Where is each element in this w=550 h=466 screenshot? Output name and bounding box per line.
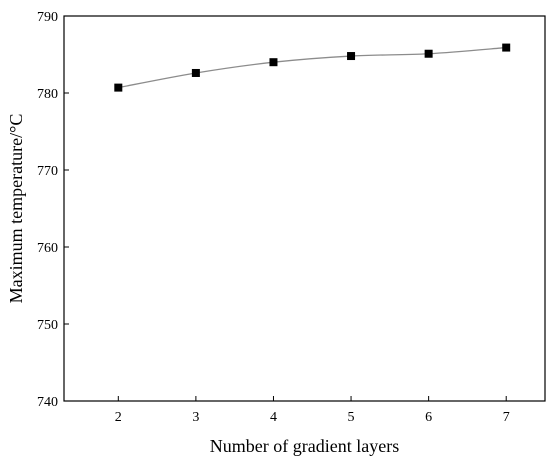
x-axis-title: Number of gradient layers xyxy=(210,436,399,456)
data-point xyxy=(114,83,123,92)
y-axis-title: Maximum temperature/°C xyxy=(6,114,26,304)
data-point xyxy=(424,49,433,58)
data-point xyxy=(269,58,278,67)
y-tick-label: 780 xyxy=(37,87,58,102)
y-tick-label: 790 xyxy=(37,10,58,25)
series-line xyxy=(118,46,507,89)
x-tick-label: 5 xyxy=(348,410,355,425)
x-tick-label: 6 xyxy=(425,410,432,425)
x-tick-label: 4 xyxy=(270,410,277,425)
x-axis: 2 3 4 5 6 7 xyxy=(115,396,510,425)
data-markers xyxy=(114,43,511,92)
x-tick-label: 2 xyxy=(115,410,122,425)
x-tick-label: 3 xyxy=(192,410,199,425)
y-tick-label: 770 xyxy=(37,164,58,179)
data-point xyxy=(347,52,356,61)
y-tick-label: 750 xyxy=(37,318,58,333)
y-tick-label: 740 xyxy=(37,395,58,410)
plot-frame xyxy=(63,15,546,402)
data-point xyxy=(191,68,200,77)
y-tick-label: 760 xyxy=(37,241,58,256)
data-point xyxy=(502,43,511,52)
y-axis: 740 750 760 770 780 790 xyxy=(37,10,69,410)
x-tick-label: 7 xyxy=(503,410,510,425)
